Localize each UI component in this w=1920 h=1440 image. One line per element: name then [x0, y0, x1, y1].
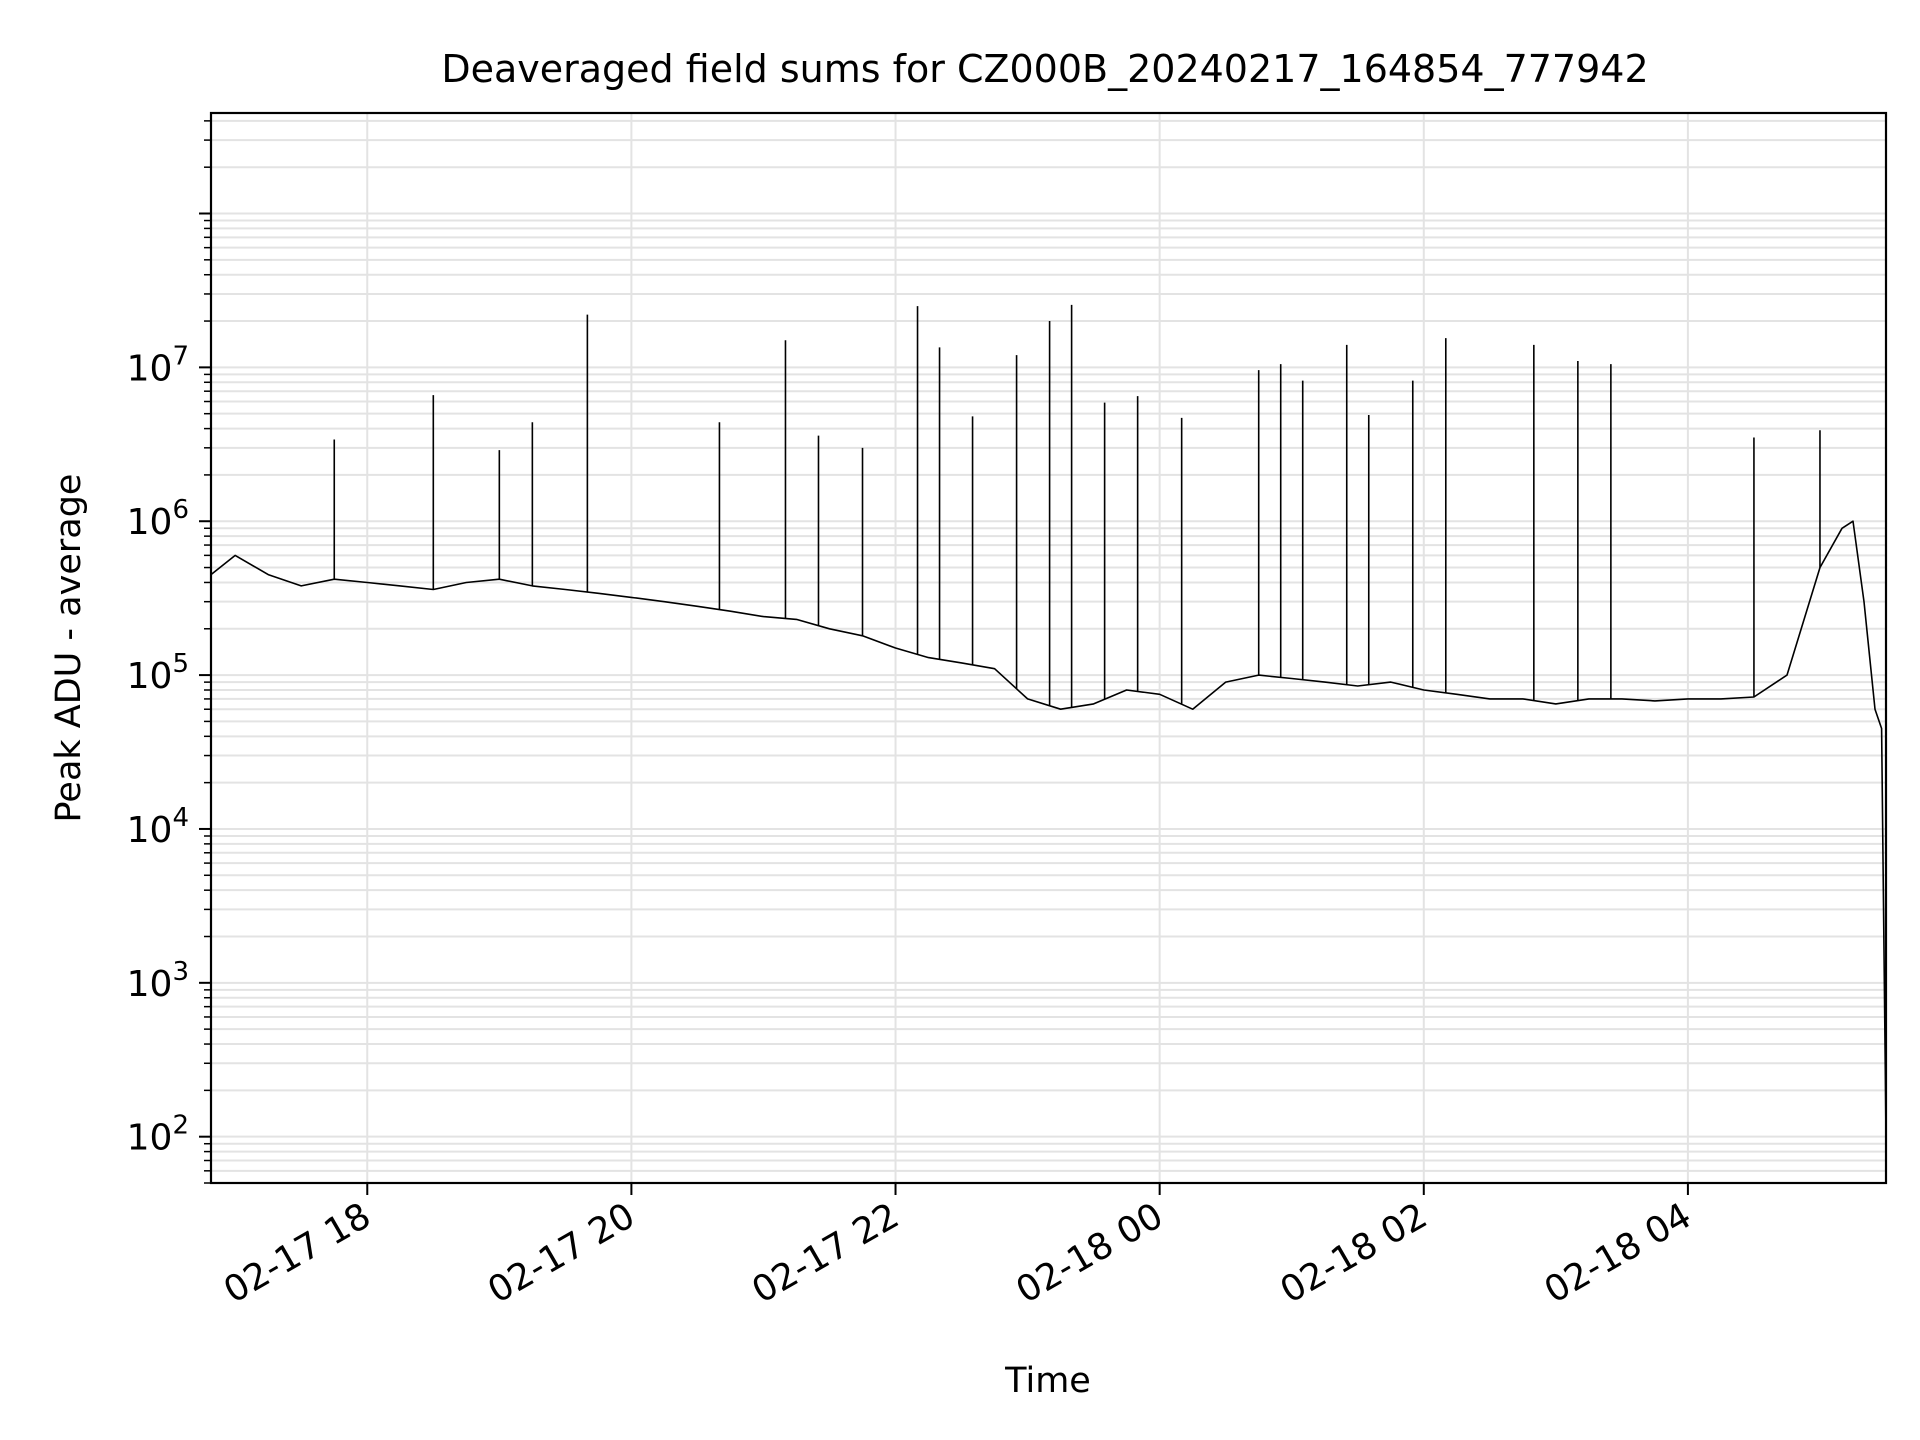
y-tick-base: 10 [127, 964, 173, 1005]
plot-frame [209, 111, 1888, 1185]
y-tick-exponent: 4 [172, 803, 189, 833]
grid-lines [211, 113, 1886, 1184]
y-tick-label: 106 [127, 495, 189, 543]
y-tick-base: 10 [127, 502, 173, 543]
y-tick-label: 104 [127, 803, 189, 851]
y-tick-base: 10 [127, 348, 173, 389]
y-tick-label: 105 [127, 649, 189, 697]
y-tick-label: 107 [127, 341, 189, 389]
y-tick-base: 10 [127, 1118, 173, 1159]
chart-title: Deaveraged field sums for CZ000B_2024021… [441, 47, 1648, 91]
x-axis-label: Time [1004, 1361, 1091, 1401]
y-tick-exponent: 3 [172, 957, 189, 987]
series-line [210, 520, 1887, 1137]
y-tick-exponent: 2 [172, 1111, 189, 1141]
y-tick-exponent: 5 [172, 649, 189, 679]
y-tick-base: 10 [127, 810, 173, 851]
y-axis-label: Peak ADU - average [49, 474, 89, 823]
y-tick-exponent: 7 [172, 341, 189, 371]
y-tick-base: 10 [127, 656, 173, 697]
y-tick-label: 103 [127, 957, 189, 1005]
y-tick-label: 102 [127, 1111, 189, 1159]
series-group [210, 304, 1887, 1137]
y-tick-exponent: 6 [172, 495, 189, 525]
